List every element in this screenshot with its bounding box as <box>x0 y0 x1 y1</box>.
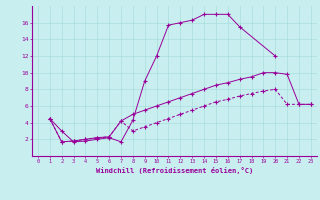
X-axis label: Windchill (Refroidissement éolien,°C): Windchill (Refroidissement éolien,°C) <box>96 167 253 174</box>
